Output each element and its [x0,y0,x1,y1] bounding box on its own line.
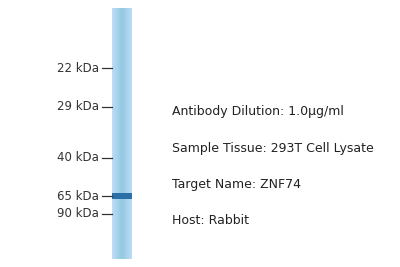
Bar [119,8,120,259]
Bar [117,8,118,259]
Text: 29 kDa: 29 kDa [57,100,99,113]
Bar [112,193,132,199]
Bar [120,8,121,259]
Bar [113,8,114,259]
Bar [129,8,130,259]
Text: Target Name: ZNF74: Target Name: ZNF74 [172,178,301,191]
Bar [121,8,122,259]
Bar [123,8,124,259]
Bar [118,8,119,259]
Bar [120,8,121,259]
Text: 40 kDa: 40 kDa [57,151,99,164]
Bar [114,8,115,259]
Bar [121,8,122,259]
Text: Sample Tissue: 293T Cell Lysate: Sample Tissue: 293T Cell Lysate [172,142,374,155]
Bar [124,8,125,259]
Bar [123,8,124,259]
Bar [114,8,115,259]
Bar [116,8,117,259]
Bar [126,8,127,259]
Text: 22 kDa: 22 kDa [57,62,99,74]
Bar [115,8,116,259]
Bar [118,8,119,259]
Bar [117,8,118,259]
Bar [128,8,129,259]
Text: Antibody Dilution: 1.0µg/ml: Antibody Dilution: 1.0µg/ml [172,105,344,119]
Bar [128,8,129,259]
Bar [129,8,130,259]
Bar [115,8,116,259]
Bar [125,8,126,259]
Text: 90 kDa: 90 kDa [57,207,99,220]
Bar [131,8,132,259]
Bar [129,8,130,259]
Bar [130,8,131,259]
Bar [113,8,114,259]
Bar [131,8,132,259]
Bar [122,8,123,259]
Bar [125,8,126,259]
Bar [116,8,117,259]
Text: 65 kDa: 65 kDa [57,190,99,203]
Bar [130,8,131,259]
Bar [124,8,125,259]
Bar [126,8,127,259]
Bar [127,8,128,259]
Bar [119,8,120,259]
Bar [116,8,117,259]
Bar [122,8,123,259]
Bar [112,8,113,259]
Bar [121,8,122,259]
Bar [124,8,125,259]
Bar [113,8,114,259]
Text: Host: Rabbit: Host: Rabbit [172,214,249,227]
Bar [127,8,128,259]
